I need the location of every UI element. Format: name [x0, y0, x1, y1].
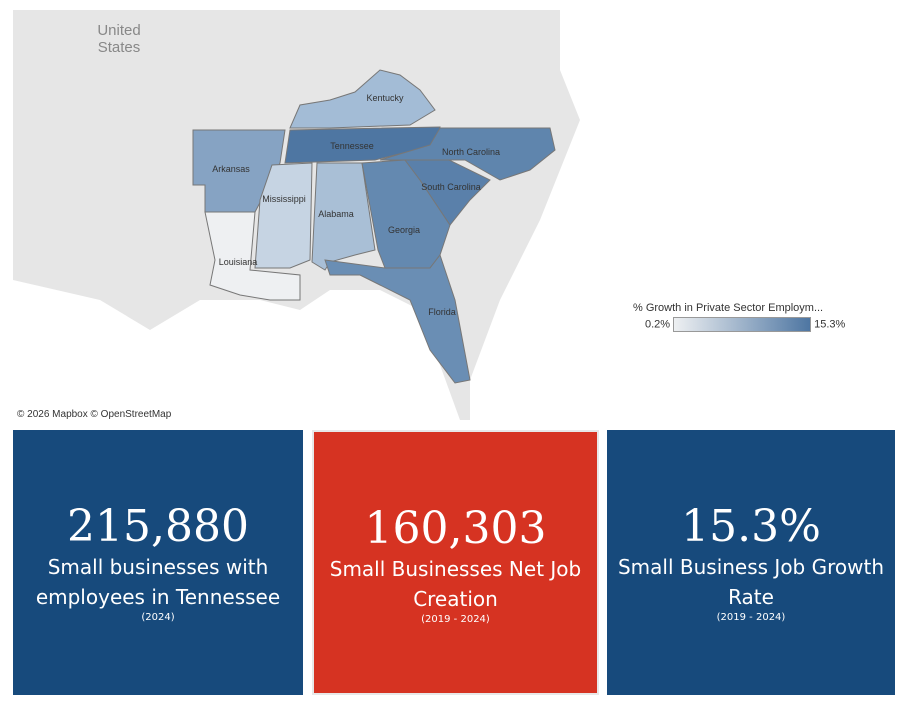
card-label: Small Businesses Net Job Creation — [329, 557, 582, 611]
card-sub: (2024) — [141, 612, 175, 623]
card-net-job-creation: 160,303 Small Businesses Net Job Creatio… — [312, 430, 599, 695]
state-kentucky[interactable] — [289, 69, 436, 129]
gulf — [13, 280, 460, 420]
legend-gradient — [673, 317, 812, 332]
map[interactable]: Kentucky Tennessee Arkansas Louisiana Missis… — [13, 10, 895, 420]
country-label: United States — [97, 22, 141, 56]
card-value: 215,880 — [67, 501, 249, 552]
legend-title: % Growth in Private Sector Employm... — [633, 302, 824, 314]
state-florida[interactable] — [324, 253, 471, 384]
state-label: Louisiana — [219, 257, 258, 267]
state-mississippi[interactable] — [254, 162, 313, 269]
state-north-carolina[interactable] — [379, 127, 556, 181]
card-label: Small businesses with employees in Tenne… — [35, 555, 281, 609]
card-label: Small Business Job Growth Rate — [617, 555, 885, 609]
map-canvas: Kentucky Tennessee Arkansas Louisiana Missis… — [13, 10, 895, 420]
legend-max: 15.3% — [814, 318, 846, 331]
state-label: Alabama — [318, 209, 354, 219]
card-small-businesses: 215,880 Small businesses with employees … — [13, 430, 303, 695]
state-label: South Carolina — [421, 182, 481, 192]
color-legend: % Growth in Private Sector Employm... 0.… — [633, 302, 845, 332]
state-label: Arkansas — [212, 164, 250, 174]
card-value: 160,303 — [364, 503, 547, 554]
card-sub: (2019 - 2024) — [421, 614, 490, 625]
state-label: Georgia — [388, 225, 420, 235]
state-label: Kentucky — [366, 93, 404, 103]
legend-min: 0.2% — [645, 318, 671, 331]
card-value: 15.3% — [681, 501, 821, 552]
card-sub: (2019 - 2024) — [716, 612, 786, 623]
map-attribution[interactable]: © 2026 Mapbox © OpenStreetMap — [17, 409, 172, 420]
state-label: Mississippi — [262, 194, 306, 204]
state-label: Florida — [428, 307, 456, 317]
state-louisiana[interactable] — [204, 211, 301, 301]
card-job-growth-rate: 15.3% Small Business Job Growth Rate (20… — [607, 430, 895, 695]
state-label: North Carolina — [442, 147, 500, 157]
state-label: Tennessee — [330, 141, 374, 151]
